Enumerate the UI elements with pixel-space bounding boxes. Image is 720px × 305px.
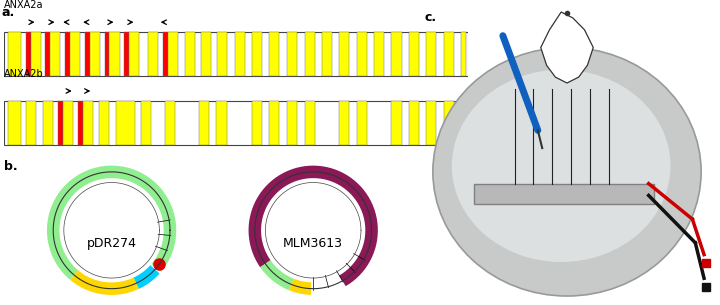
Bar: [269, 101, 279, 145]
Bar: [474, 184, 654, 204]
Bar: [8, 101, 22, 145]
Bar: [4, 32, 468, 76]
Text: MLM3613: MLM3613: [283, 237, 343, 250]
Bar: [339, 101, 349, 145]
Bar: [269, 32, 279, 76]
Bar: [444, 101, 454, 145]
Bar: [461, 101, 466, 145]
Bar: [461, 32, 466, 76]
Bar: [85, 32, 89, 76]
Bar: [63, 101, 73, 145]
Bar: [148, 32, 158, 76]
Text: c.: c.: [424, 11, 436, 23]
Bar: [26, 32, 30, 76]
Bar: [426, 101, 436, 145]
Bar: [392, 101, 402, 145]
Bar: [165, 101, 176, 145]
Bar: [356, 32, 366, 76]
Bar: [117, 101, 135, 145]
Text: ANXA2b: ANXA2b: [4, 69, 43, 79]
Bar: [99, 101, 109, 145]
Bar: [89, 32, 100, 76]
Bar: [444, 32, 454, 76]
Bar: [125, 32, 129, 76]
Bar: [374, 32, 384, 76]
Bar: [185, 32, 195, 76]
Bar: [30, 32, 41, 76]
Bar: [26, 101, 36, 145]
Bar: [163, 32, 168, 76]
Bar: [235, 32, 245, 76]
Ellipse shape: [452, 70, 670, 262]
Bar: [426, 32, 436, 76]
Bar: [8, 32, 22, 76]
Text: pDR274: pDR274: [86, 237, 137, 250]
Bar: [78, 101, 83, 145]
Bar: [392, 32, 402, 76]
Bar: [168, 32, 178, 76]
Bar: [287, 32, 297, 76]
Bar: [109, 32, 120, 76]
Bar: [140, 101, 150, 145]
Text: ANXA2a: ANXA2a: [4, 1, 43, 10]
Bar: [216, 101, 227, 145]
Text: a.: a.: [1, 6, 14, 19]
Bar: [105, 32, 109, 76]
Ellipse shape: [433, 48, 701, 296]
Bar: [201, 32, 211, 76]
Bar: [287, 101, 297, 145]
Bar: [339, 32, 349, 76]
Bar: [70, 32, 80, 76]
Bar: [199, 101, 209, 145]
Bar: [305, 101, 315, 145]
Bar: [409, 101, 419, 145]
Polygon shape: [541, 12, 593, 83]
Bar: [252, 32, 262, 76]
Bar: [45, 32, 50, 76]
Bar: [58, 101, 63, 145]
Bar: [83, 101, 93, 145]
Bar: [43, 101, 53, 145]
Bar: [4, 101, 468, 145]
Bar: [217, 32, 228, 76]
Bar: [66, 32, 70, 76]
Text: b.: b.: [4, 160, 17, 173]
Bar: [129, 32, 139, 76]
Bar: [252, 101, 262, 145]
Bar: [50, 32, 60, 76]
Bar: [409, 32, 419, 76]
Bar: [305, 32, 315, 76]
Bar: [356, 101, 366, 145]
Bar: [322, 32, 332, 76]
